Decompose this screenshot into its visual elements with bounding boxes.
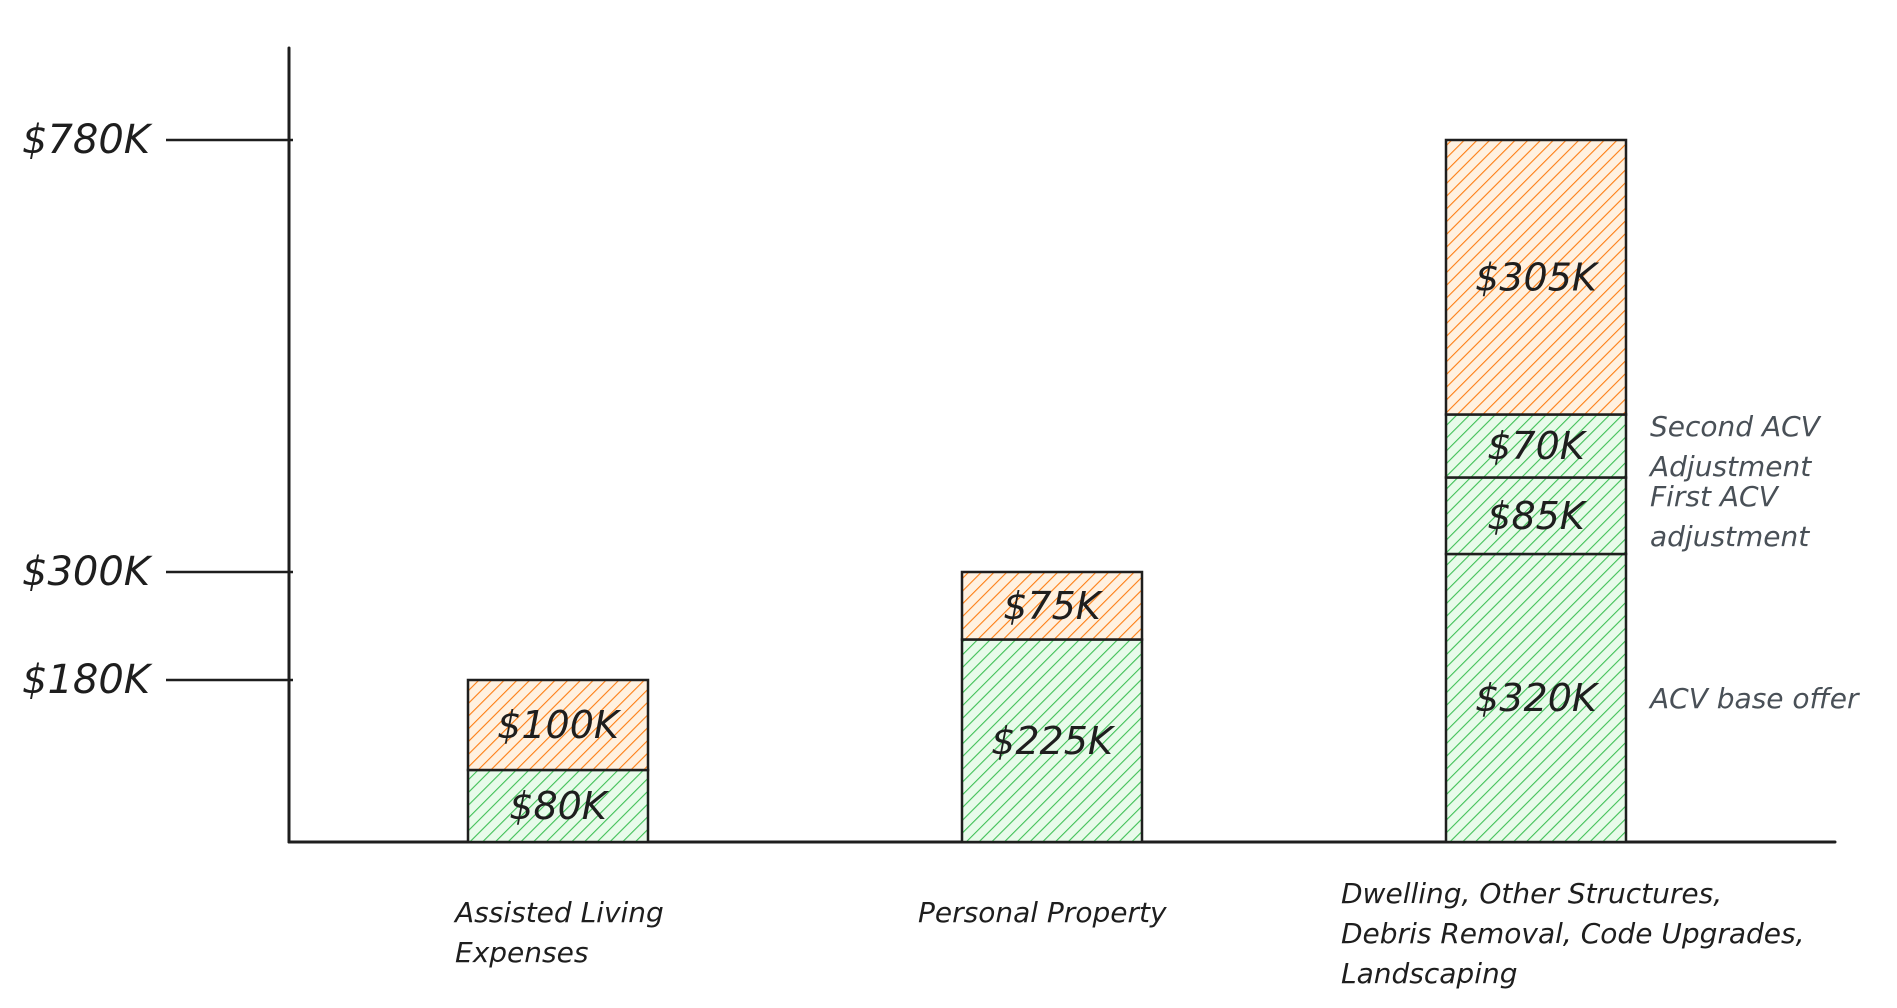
segment-annotation: adjustment: [1650, 520, 1810, 553]
y-tick-label: $780K: [22, 117, 153, 163]
bars: $80K $100K $225K $75K $320K $85K $70K $305K: [466, 138, 1628, 844]
x-category-label: Debris Removal, Code Upgrades,: [1341, 917, 1805, 950]
segment-annotation: Second ACV: [1650, 410, 1822, 443]
bar-value-label: $75K: [1003, 584, 1104, 628]
bar-value-label: $80K: [509, 784, 610, 828]
x-category-label: Personal Property: [918, 896, 1167, 929]
x-category-label: Expenses: [455, 936, 588, 969]
y-tick-label: $300K: [22, 549, 153, 595]
bar-value-label: $320K: [1475, 676, 1600, 720]
y-ticks: $780K $300K $180K: [22, 117, 293, 703]
bar-value-label: $305K: [1475, 255, 1600, 299]
segment-annotation: Adjustment: [1648, 450, 1812, 483]
annotations: ACV base offer First ACV adjustment Second …: [1648, 410, 1860, 715]
category-labels: Assisted Living Expenses Personal Property…: [453, 877, 1805, 990]
bar-segment: [466, 678, 650, 772]
bar-segment: [1444, 138, 1628, 416]
bar-value-label: $100K: [497, 703, 622, 747]
x-category-label: Dwelling, Other Structures,: [1341, 877, 1722, 910]
segment-annotation: First ACV: [1650, 480, 1780, 513]
x-category-label: Assisted Living: [453, 896, 664, 929]
bar-segment: [466, 768, 650, 844]
bar-value-label: $85K: [1487, 494, 1588, 538]
y-tick-label: $180K: [22, 657, 153, 703]
x-category-label: Landscaping: [1341, 957, 1518, 990]
bar-segment: [960, 570, 1144, 641]
segment-annotation: ACV base offer: [1648, 682, 1860, 715]
bar-value-label: $70K: [1487, 424, 1588, 468]
bar-value-label: $225K: [991, 719, 1116, 763]
